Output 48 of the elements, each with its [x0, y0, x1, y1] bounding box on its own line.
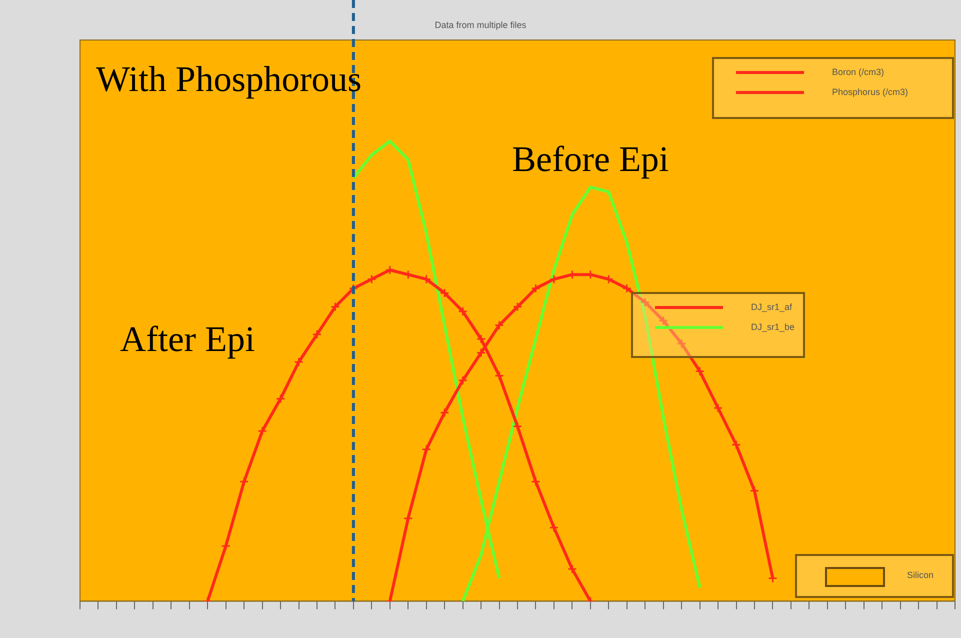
point: [440, 288, 450, 298]
annotation: DJ_sr1_af: [751, 302, 792, 312]
annotation: After Epi: [120, 318, 255, 360]
legend-box: Silicon: [795, 554, 954, 598]
point: [258, 426, 268, 436]
point: [494, 320, 504, 330]
chart-title: Data from multiple files: [434, 20, 528, 30]
point: [458, 376, 468, 386]
annotation: DJ_sr1_be: [751, 322, 795, 332]
legend-box: DJ_sr1_af DJ_sr1_be: [631, 292, 805, 358]
point: [330, 302, 340, 312]
point: [658, 316, 668, 326]
point: [750, 486, 760, 496]
point: [239, 476, 249, 486]
point: [732, 440, 741, 450]
point: [476, 348, 486, 358]
point: [494, 371, 504, 381]
point: [567, 564, 577, 574]
point: [713, 403, 723, 413]
point: [640, 297, 650, 307]
legend-box: Boron (/cm3) Phosphorus (/cm3): [712, 57, 954, 119]
point: [385, 265, 395, 275]
annotation: Silicon: [907, 570, 934, 580]
point: [403, 270, 413, 280]
annotation: Before Epi: [512, 138, 669, 180]
point: [695, 366, 705, 376]
point: [512, 302, 522, 312]
point: [276, 394, 286, 404]
point: [422, 444, 432, 454]
point: [294, 357, 304, 367]
point: [549, 522, 559, 532]
point: [530, 284, 540, 294]
point: [604, 274, 614, 284]
point: [422, 274, 432, 284]
point: [312, 330, 322, 340]
point: [221, 541, 231, 551]
point: [676, 338, 686, 348]
text: With Phosphorous: [96, 58, 362, 100]
point: [512, 422, 522, 432]
point: [458, 306, 468, 316]
point: [440, 408, 450, 418]
point: [768, 573, 778, 583]
point: [622, 284, 632, 294]
point: [530, 476, 540, 486]
point: [549, 274, 559, 284]
point: [476, 334, 486, 344]
point: [403, 514, 413, 524]
point: [366, 274, 376, 284]
